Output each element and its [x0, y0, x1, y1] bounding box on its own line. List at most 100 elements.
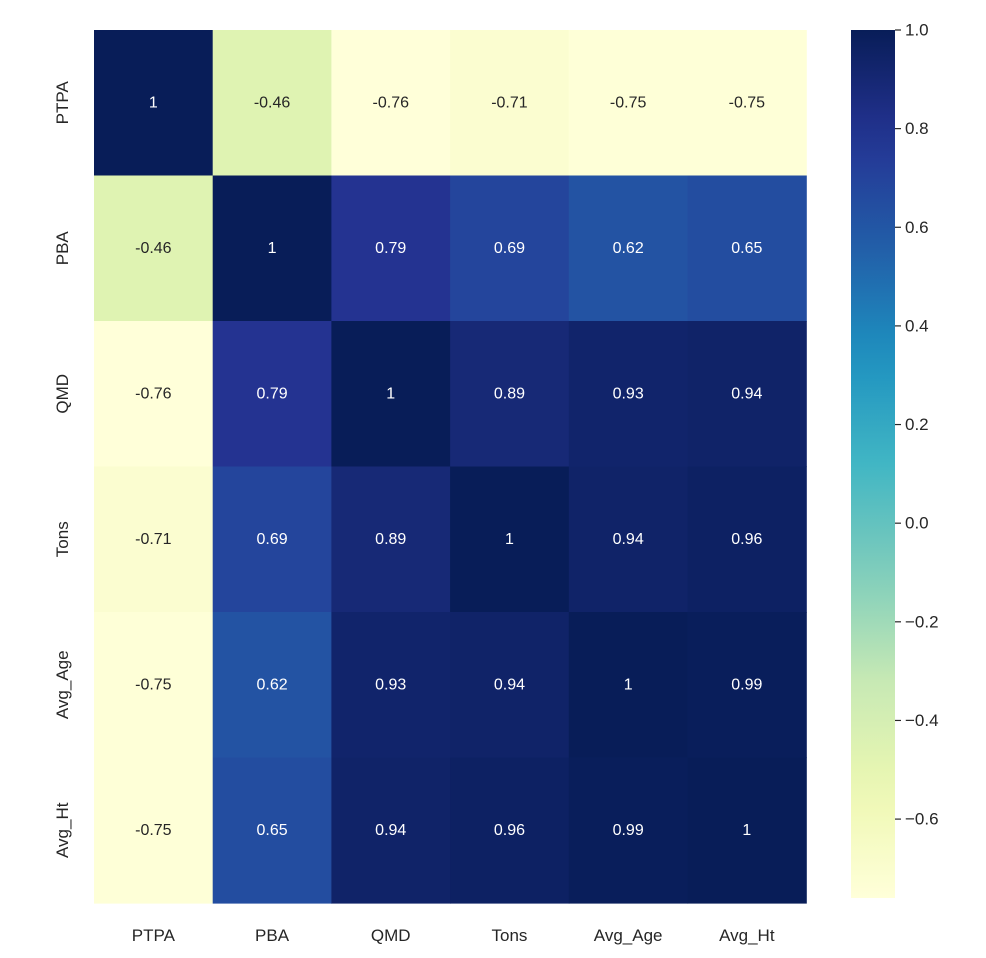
heatmap-cell — [212, 321, 332, 468]
cell-value-label: 0.99 — [731, 676, 762, 693]
heatmap-cell — [687, 321, 807, 468]
y-tick-label: QMD — [53, 374, 72, 414]
cell-value-label: -0.71 — [135, 531, 172, 548]
colorbar-tick-label: 1.0 — [905, 21, 929, 40]
heatmap-cell — [212, 175, 332, 322]
heatmap-cell — [568, 757, 689, 904]
heatmap-cell — [212, 30, 332, 177]
cell-value-label: 0.69 — [256, 531, 287, 548]
heatmap-cell — [94, 757, 214, 904]
heatmap-cell — [94, 321, 214, 468]
heatmap-cell — [94, 612, 214, 759]
heatmap-cell — [212, 612, 332, 759]
heatmap-cell — [331, 612, 451, 759]
cell-value-label: -0.75 — [135, 822, 172, 839]
cell-value-label: -0.76 — [135, 385, 172, 402]
colorbar-tick-label: 0.6 — [905, 218, 929, 237]
colorbar-gradient — [851, 30, 895, 898]
cell-value-label: 0.89 — [494, 385, 525, 402]
colorbar-tick-label: 0.0 — [905, 514, 929, 533]
cell-value-label: -0.46 — [135, 240, 172, 257]
heatmap-cell — [331, 321, 451, 468]
y-tick-label: PTPA — [53, 81, 72, 125]
cell-value-label: -0.71 — [491, 94, 528, 111]
heatmap-cell — [568, 321, 689, 468]
y-axis-ticks: PTPA PBA QMD Tons Avg_Age Avg_Ht — [53, 81, 72, 858]
y-tick-label: Avg_Ht — [53, 802, 72, 858]
heatmap-cell — [568, 30, 689, 177]
cell-value-label: 1 — [624, 676, 633, 693]
cell-value-label: 1 — [386, 385, 395, 402]
cell-value-label: 0.65 — [731, 240, 762, 257]
colorbar-tick-label: 0.2 — [905, 415, 929, 434]
cell-value-label: 0.89 — [375, 531, 406, 548]
heatmap-cell — [687, 757, 807, 904]
cell-value-label: 0.96 — [494, 822, 525, 839]
heatmap-cell — [687, 466, 807, 613]
heatmap-cell — [568, 612, 689, 759]
heatmap-cell — [450, 466, 570, 613]
heatmap-cell — [94, 30, 214, 177]
colorbar-tick-label: −0.4 — [905, 711, 939, 730]
cell-value-label: 0.93 — [375, 676, 406, 693]
y-tick-label: PBA — [53, 231, 72, 266]
cell-value-label: 0.94 — [494, 676, 525, 693]
colorbar-tick-label: −0.2 — [905, 612, 939, 631]
x-tick-label: Avg_Ht — [719, 926, 775, 945]
cell-value-label: 0.94 — [375, 822, 406, 839]
colorbar: 1.0 0.8 0.6 0.4 0.2 0.0 −0.2 −0.4 −0.6 — [851, 21, 939, 898]
heatmap-cell — [212, 466, 332, 613]
heatmap-cell — [450, 30, 570, 177]
heatmap-cell — [568, 175, 689, 322]
heatmap-cell — [450, 175, 570, 322]
cell-value-label: 0.69 — [494, 240, 525, 257]
heatmap-cell — [450, 321, 570, 468]
heatmap-cell — [94, 466, 214, 613]
heatmap-cell — [331, 30, 451, 177]
heatmap-cell — [331, 175, 451, 322]
cell-value-label: 1 — [505, 531, 514, 548]
cell-value-label: 0.79 — [256, 385, 287, 402]
x-tick-label: Avg_Age — [594, 926, 663, 945]
cell-value-label: -0.46 — [254, 94, 291, 111]
cell-value-label: -0.76 — [373, 94, 410, 111]
cell-value-label: 0.62 — [613, 240, 644, 257]
heatmap-cell — [450, 757, 570, 904]
heatmap-cell — [687, 175, 807, 322]
x-tick-label: QMD — [371, 926, 411, 945]
heatmap-cell — [568, 466, 689, 613]
cell-value-label: 0.93 — [613, 385, 644, 402]
colorbar-tick-label: −0.6 — [905, 810, 939, 829]
cell-value-label: 0.94 — [731, 385, 762, 402]
cell-value-label: 0.99 — [613, 822, 644, 839]
heatmap-cell — [450, 612, 570, 759]
heatmap-cell — [212, 757, 332, 904]
x-tick-label: PTPA — [132, 926, 176, 945]
colorbar-tick-label: 0.8 — [905, 119, 929, 138]
x-axis-ticks: PTPA PBA QMD Tons Avg_Age Avg_Ht — [132, 926, 775, 945]
colorbar-tick-label: 0.4 — [905, 316, 929, 335]
cell-value-label: 0.62 — [256, 676, 287, 693]
heatmap-cell — [687, 612, 807, 759]
cell-value-label: 0.96 — [731, 531, 762, 548]
cell-value-label: -0.75 — [135, 676, 172, 693]
cell-value-label: 0.79 — [375, 240, 406, 257]
heatmap-cell — [331, 757, 451, 904]
cell-value-label: 1 — [268, 240, 277, 257]
heatmap-cell — [94, 175, 214, 322]
y-tick-label: Tons — [53, 521, 72, 557]
heatmap-cell — [331, 466, 451, 613]
cell-value-label: -0.75 — [610, 94, 647, 111]
colorbar-ticks: 1.0 0.8 0.6 0.4 0.2 0.0 −0.2 −0.4 −0.6 — [895, 21, 939, 829]
cell-value-label: 1 — [149, 94, 158, 111]
x-tick-label: Tons — [491, 926, 527, 945]
cell-value-label: 1 — [742, 822, 751, 839]
x-tick-label: PBA — [255, 926, 290, 945]
heatmap-cell — [687, 30, 807, 177]
heatmap-cells: 1 -0.46 -0.76 -0.71 -0.75 -0.75 -0.46 1 0.79 0.69… — [94, 30, 807, 904]
cell-value-label: -0.75 — [729, 94, 766, 111]
cell-value-label: 0.94 — [613, 531, 644, 548]
cell-value-label: 0.65 — [256, 822, 287, 839]
y-tick-label: Avg_Age — [53, 650, 72, 719]
